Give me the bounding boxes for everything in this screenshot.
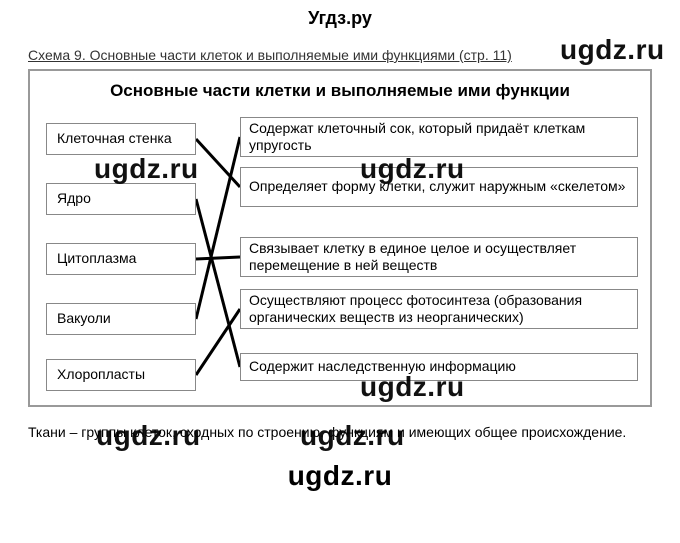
footer-definition: Ткани – группы клеток, сходных по строен…: [28, 423, 652, 442]
left-part-box: Хлоропласты: [46, 359, 196, 391]
right-function-box: Содержит наследственную информацию: [240, 353, 638, 381]
page-title: Угдз.ру: [0, 0, 680, 29]
diagram-title: Основные части клетки и выполняемые ими …: [30, 71, 650, 109]
left-part-box: Ядро: [46, 183, 196, 215]
right-function-box: Связывает клетку в единое целое и осущес…: [240, 237, 638, 277]
right-function-box: Содержат клеточный сок, который придаёт …: [240, 117, 638, 157]
scheme-caption: Схема 9. Основные части клеток и выполня…: [28, 47, 680, 63]
right-function-box: Определяет форму клетки, служит наружным…: [240, 167, 638, 207]
watermark: ugdz.ru: [94, 153, 199, 185]
bottom-watermark: ugdz.ru: [0, 460, 680, 492]
right-function-box: Осуществляют процесс фотосинтеза (образо…: [240, 289, 638, 329]
left-part-box: Вакуоли: [46, 303, 196, 335]
left-part-box: Цитоплазма: [46, 243, 196, 275]
diagram-frame: Основные части клетки и выполняемые ими …: [28, 69, 652, 407]
left-part-box: Клеточная стенка: [46, 123, 196, 155]
